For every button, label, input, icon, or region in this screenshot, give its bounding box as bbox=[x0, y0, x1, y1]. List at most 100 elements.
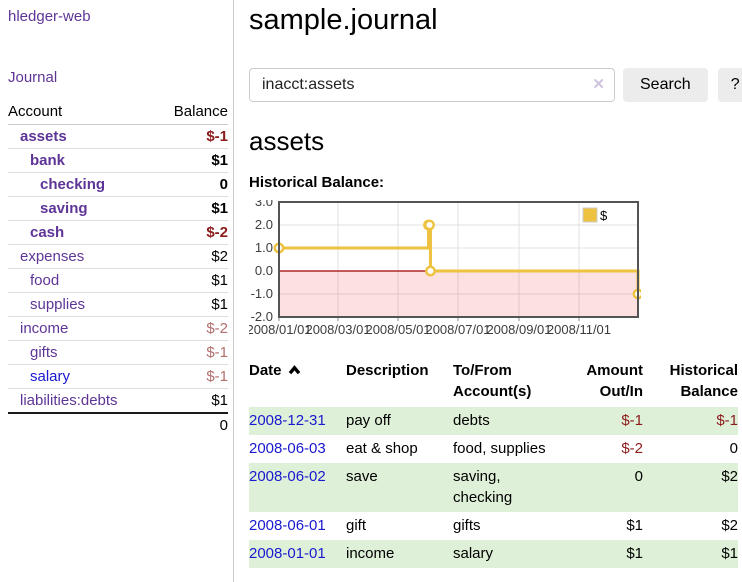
account-balance: $1 bbox=[155, 196, 228, 221]
account-row: supplies $1 bbox=[8, 292, 228, 317]
account-cell: food bbox=[8, 268, 156, 293]
transaction-accounts: gifts bbox=[453, 516, 481, 534]
search-input-wrap: ✕ bbox=[249, 68, 615, 103]
legend-swatch-icon bbox=[582, 207, 598, 223]
account-balance: $-1 bbox=[155, 364, 228, 389]
account-cell: expenses bbox=[8, 244, 156, 269]
register-header-label: Date bbox=[249, 362, 282, 380]
transaction-row: 2008-06-03 eat & shop food, supplies $-2 0 bbox=[249, 435, 738, 463]
transaction-accounts: salary bbox=[453, 545, 494, 563]
account-link[interactable]: bank bbox=[30, 152, 66, 169]
search-input[interactable] bbox=[249, 68, 615, 103]
account-cell: income bbox=[8, 316, 156, 341]
account-cell: bank bbox=[8, 148, 156, 173]
accounts-table-header: Account Balance bbox=[8, 100, 228, 125]
account-row: checking 0 bbox=[8, 172, 228, 197]
register-header-amount-out-in[interactable]: Amount Out/In bbox=[565, 359, 643, 407]
account-link[interactable]: assets bbox=[20, 128, 67, 145]
main-content: sample.journal ✕ Search ? assets Histori… bbox=[234, 0, 742, 582]
account-link[interactable]: salary bbox=[30, 368, 71, 385]
transaction-accounts: debts bbox=[453, 411, 490, 429]
account-balance: $1 bbox=[155, 148, 228, 173]
y-axis-tick-label: 1.0 bbox=[255, 240, 273, 255]
transaction-description: pay off bbox=[346, 411, 391, 429]
transaction-description: save bbox=[346, 468, 378, 486]
help-button[interactable]: ? bbox=[717, 68, 742, 103]
legend-label: $ bbox=[600, 208, 608, 223]
x-axis-tick-label: 2008/05/01 bbox=[365, 322, 430, 337]
chart-canvas: $ 3.0 2.0 1.0 0.0 -1.0 -2.02008/01/012008/03/… bbox=[246, 194, 644, 337]
account-cell: assets bbox=[8, 124, 156, 149]
account-link[interactable]: supplies bbox=[30, 296, 86, 313]
account-link[interactable]: liabilities:debts bbox=[20, 392, 118, 409]
register-table: Date Description To/From Account(s) Amount … bbox=[249, 359, 738, 569]
account-link[interactable]: expenses bbox=[20, 248, 85, 265]
account-cell: saving bbox=[8, 196, 156, 221]
y-axis-tick-label: -1.0 bbox=[251, 286, 273, 301]
account-balance: 0 bbox=[155, 172, 228, 197]
accounts-total-spacer bbox=[8, 412, 156, 437]
historical-balance-chart[interactable]: $ 3.0 2.0 1.0 0.0 -1.0 -2.0 2008/01/01 2008/03/… bbox=[246, 194, 644, 340]
account-balance: $1 bbox=[155, 268, 228, 293]
account-link[interactable]: income bbox=[20, 320, 69, 337]
transaction-date-link[interactable]: 2008-06-02 bbox=[249, 468, 326, 486]
sidebar: hledger-web Journal Account Balance asse… bbox=[0, 0, 234, 582]
register-header-label: To/From Account(s) bbox=[453, 362, 532, 400]
accounts-header-account: Account bbox=[8, 100, 156, 125]
register-header-label: Amount Out/In bbox=[586, 362, 643, 400]
register-header-to-from-account-s-[interactable]: To/From Account(s) bbox=[453, 359, 565, 407]
account-balance: $-1 bbox=[155, 124, 228, 149]
y-axis-tick-label: 2.0 bbox=[255, 217, 273, 232]
account-link[interactable]: cash bbox=[30, 224, 65, 241]
accounts-total-row: 0 bbox=[8, 412, 228, 437]
transaction-amount: 0 bbox=[634, 468, 643, 486]
transaction-balance: $-1 bbox=[716, 411, 738, 429]
account-cell: liabilities:debts bbox=[8, 389, 155, 414]
transaction-date-cell: 2008-06-01 bbox=[249, 512, 346, 540]
sidebar-item-journal[interactable]: Journal bbox=[8, 69, 58, 86]
sort-asc-icon[interactable] bbox=[288, 365, 301, 375]
clear-search-icon[interactable]: ✕ bbox=[592, 76, 605, 94]
transaction-row: 2008-12-31 pay off debts $-1 $-1 bbox=[249, 406, 738, 436]
accounts-total-balance: 0 bbox=[155, 412, 228, 437]
x-axis-tick-label: 2008/03/01 bbox=[305, 322, 370, 337]
y-axis-tick-label: 3.0 bbox=[255, 200, 273, 209]
account-cell: salary bbox=[8, 364, 156, 389]
register-header-historical-balance[interactable]: Historical Balance bbox=[643, 359, 738, 407]
account-row: expenses $2 bbox=[8, 244, 228, 269]
page-title: sample.journal bbox=[249, 4, 438, 36]
register-header-date[interactable]: Date bbox=[249, 359, 346, 407]
accounts-balance-table: Account Balance assets $-1 bank $1 checking 0… bbox=[8, 100, 228, 437]
transaction-accounts: saving, checking bbox=[453, 468, 513, 506]
account-heading: assets bbox=[249, 126, 325, 157]
account-cell: checking bbox=[8, 172, 156, 197]
account-link[interactable]: food bbox=[30, 272, 60, 289]
account-balance: $1 bbox=[155, 292, 228, 317]
y-axis-tick-label: -2.0 bbox=[251, 309, 273, 324]
account-cell: supplies bbox=[8, 292, 156, 317]
account-row: saving $1 bbox=[8, 196, 228, 221]
account-link[interactable]: gifts bbox=[30, 344, 58, 361]
account-row: food $1 bbox=[8, 268, 228, 293]
search-form: ✕ Search ? bbox=[249, 68, 742, 103]
account-row: liabilities:debts $1 bbox=[8, 389, 228, 414]
register-header-row: Date Description To/From Account(s) Amount … bbox=[249, 359, 738, 407]
account-link[interactable]: saving bbox=[40, 200, 88, 217]
transaction-accounts: food, supplies bbox=[453, 440, 546, 458]
transaction-date-link[interactable]: 2008-06-03 bbox=[249, 440, 326, 458]
account-cell: cash bbox=[8, 220, 156, 245]
accounts-header-balance: Balance bbox=[155, 100, 228, 125]
register-header-description[interactable]: Description bbox=[346, 359, 453, 407]
transaction-description: gift bbox=[346, 516, 367, 534]
transaction-row: 2008-01-01 income salary $1 $1 bbox=[249, 540, 738, 569]
transaction-date-link[interactable]: 2008-12-31 bbox=[249, 411, 326, 429]
search-button[interactable]: Search bbox=[623, 68, 708, 103]
account-link[interactable]: checking bbox=[40, 176, 106, 193]
x-axis-tick-label: 2008/07/01 bbox=[425, 322, 490, 337]
app-title-link[interactable]: hledger-web bbox=[8, 8, 91, 25]
transaction-date-link[interactable]: 2008-06-01 bbox=[249, 516, 326, 534]
register-header-label: Description bbox=[346, 362, 429, 380]
chart-legend: $ bbox=[582, 207, 608, 223]
transaction-date-link[interactable]: 2008-01-01 bbox=[249, 545, 326, 563]
